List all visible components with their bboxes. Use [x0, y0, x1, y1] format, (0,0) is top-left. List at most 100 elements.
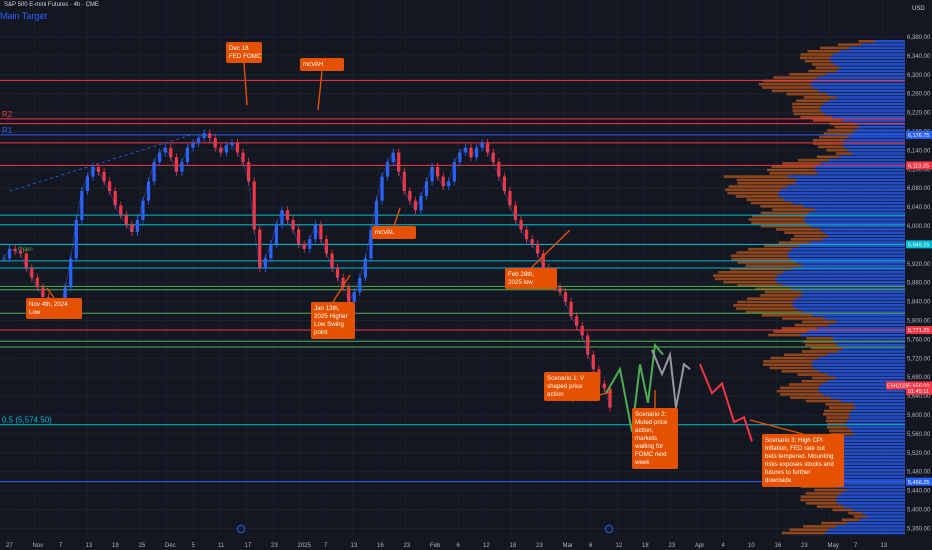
- profile-bar: [832, 337, 905, 340]
- profile-bar-down: [827, 422, 846, 426]
- profile-bar: [813, 475, 905, 479]
- profile-bar-down: [750, 201, 793, 205]
- profile-bar: [859, 125, 905, 129]
- candle: [525, 229, 529, 240]
- annotation-text: downside: [765, 477, 792, 484]
- profile-bar-down: [815, 66, 840, 69]
- profile-bar: [846, 488, 905, 492]
- profile-bar-down: [799, 56, 831, 60]
- candle: [30, 268, 34, 278]
- time-tick: 19: [112, 543, 119, 549]
- profile-bar-down: [746, 297, 797, 300]
- candle: [213, 138, 217, 148]
- profile-bar: [826, 482, 905, 485]
- annotation-text: Feb 28th,: [508, 271, 534, 278]
- candle: [163, 147, 167, 153]
- profile-bar-down: [782, 317, 825, 320]
- profile-bar: [776, 280, 905, 284]
- candle: [152, 162, 156, 182]
- profile-bar: [839, 49, 905, 53]
- profile-bar-down: [737, 181, 795, 185]
- candle: [324, 239, 329, 254]
- candle: [452, 162, 456, 182]
- candle: [158, 152, 162, 163]
- profile-bar-down: [816, 155, 840, 159]
- price-tick: 6,100.00: [907, 167, 931, 173]
- candle: [124, 215, 128, 225]
- profile-bar-down: [817, 145, 844, 149]
- candle: [491, 152, 495, 163]
- annotation-text: mcVAL: [375, 229, 395, 236]
- profile-bar-down: [812, 376, 835, 380]
- candle: [80, 191, 84, 220]
- profile-bar: [822, 393, 905, 396]
- profile-bar-down: [771, 89, 819, 93]
- profile-bar: [837, 343, 905, 347]
- candle: [558, 287, 562, 293]
- candle: [391, 152, 395, 163]
- time-tick: 13: [881, 543, 888, 549]
- profile-bar: [817, 76, 905, 79]
- profile-bar-down: [821, 521, 847, 525]
- profile-bar-down: [780, 393, 823, 396]
- price-tick: 6,140.00: [907, 148, 931, 154]
- time-tick: 18: [642, 543, 649, 549]
- price-axis[interactable]: USD 6,380.00 6,340.00 6,300.00 6,260.00 6,220…: [886, 0, 932, 550]
- profile-bar-down: [808, 69, 837, 73]
- profile-bar-down: [810, 346, 843, 350]
- annotation-pointer: [243, 62, 248, 106]
- profile-bar-down: [768, 333, 801, 337]
- time-tick: 7: [324, 543, 328, 549]
- profile-bar-down: [791, 102, 824, 106]
- annotation-text: Scenario 2:: [635, 411, 667, 418]
- annotation-pointer: [749, 419, 804, 435]
- symbol-tag-text: ESH2025: [887, 384, 909, 390]
- candle: [513, 205, 518, 220]
- profile-bar: [801, 290, 905, 294]
- profile-bar: [812, 472, 905, 475]
- profile-bar-down: [714, 277, 776, 281]
- candle: [447, 181, 451, 187]
- profile-bar: [823, 102, 905, 106]
- price-tick: 5,360.00: [907, 526, 931, 532]
- candle: [436, 166, 440, 177]
- profile-bar: [833, 53, 905, 56]
- profile-bar: [819, 228, 905, 231]
- annotation-text: futures to further: [765, 469, 810, 476]
- profile-bar-down: [792, 109, 821, 112]
- price-tick: 5,440.00: [907, 489, 931, 495]
- profile-bar: [823, 231, 905, 234]
- time-tick: Apr: [695, 543, 704, 549]
- profile-bar: [809, 211, 905, 215]
- profile-bar: [788, 175, 905, 178]
- profile-bar-down: [826, 148, 848, 152]
- annotation-box: [505, 268, 557, 289]
- profile-bar: [836, 96, 905, 99]
- annotation-text: Scenario 3: High CPI: [765, 437, 823, 444]
- profile-bar-down: [760, 224, 812, 228]
- profile-bar-down: [858, 40, 875, 43]
- candle: [169, 147, 173, 158]
- time-axis[interactable]: 27 Nov 7 13 19 25 Dec 5 11 17 23 2025 7 13 16 23 Feb 6 12 1…: [0, 524, 905, 550]
- profile-bar-down: [788, 383, 822, 386]
- profile-bar: [818, 370, 905, 373]
- profile-bar-down: [812, 119, 843, 122]
- price-badge-text: 6,176.75: [908, 133, 929, 139]
- profile-bar: [826, 92, 905, 96]
- profile-bar-down: [825, 403, 854, 406]
- profile-bar-down: [797, 158, 829, 162]
- profile-bar-down: [723, 280, 777, 284]
- annotation-text: markets: [635, 435, 657, 442]
- annotation-text: risks exposes stocks and: [765, 461, 834, 468]
- profile-bar-down: [733, 304, 793, 307]
- profile-bar: [837, 495, 905, 498]
- profile-bar: [777, 274, 905, 277]
- time-tick: 25: [139, 543, 146, 549]
- candle: [330, 253, 334, 269]
- profile-bar: [862, 511, 905, 515]
- profile-bar: [829, 462, 905, 465]
- profile-bar-down: [841, 518, 860, 522]
- price-tick: 6,080.00: [907, 186, 931, 192]
- profile-bar: [828, 158, 905, 162]
